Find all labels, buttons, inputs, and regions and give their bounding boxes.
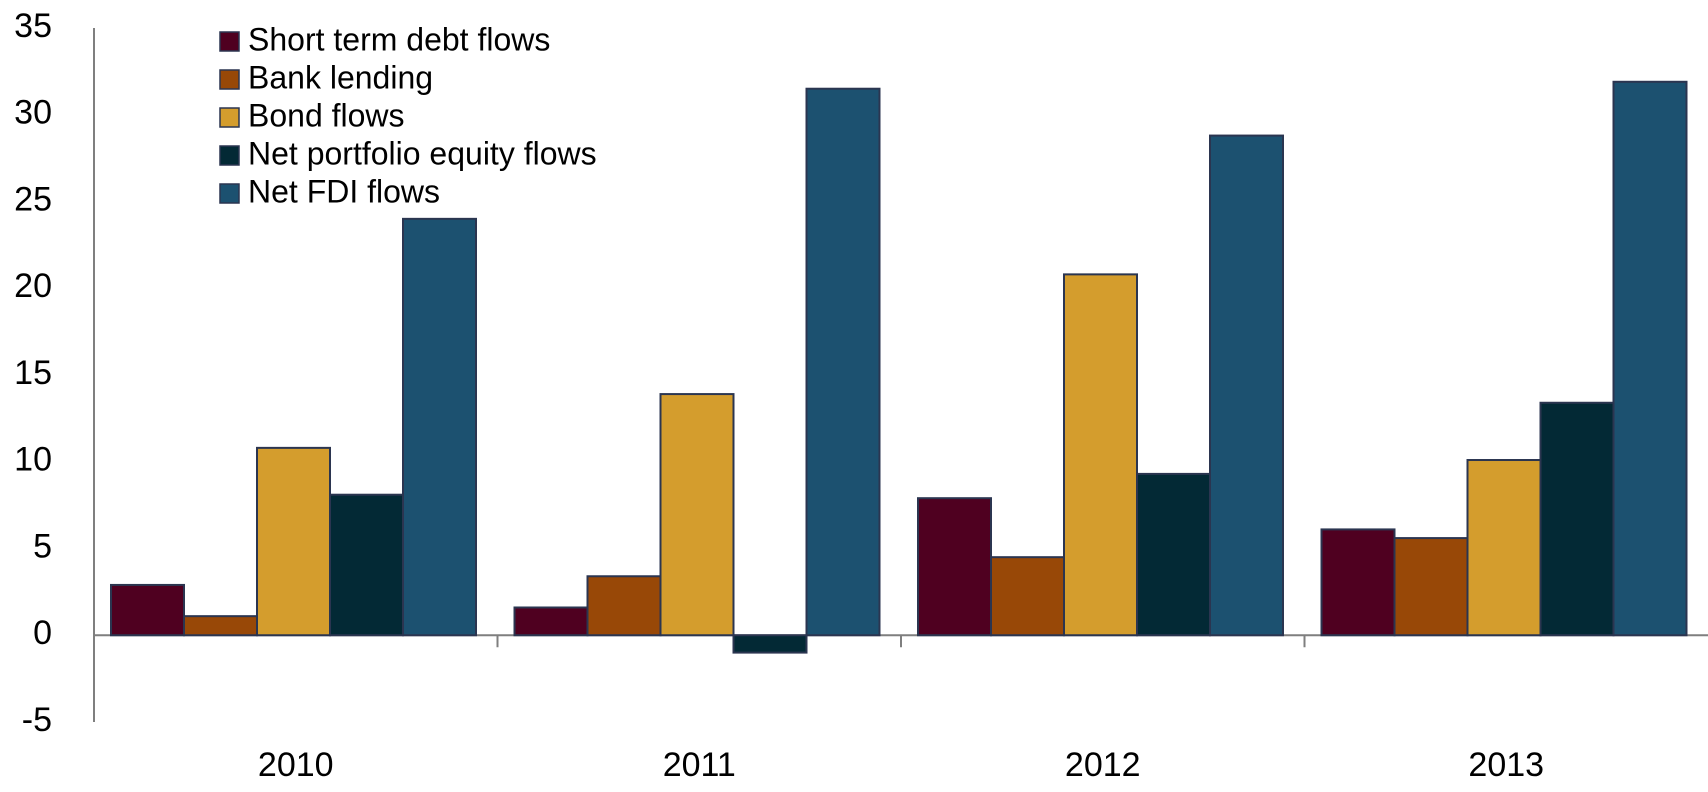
x-tick-label: 2010 (258, 746, 334, 784)
bar-net-portfolio-equity-flows-2010 (329, 493, 404, 637)
legend-label: Bond flows (248, 97, 405, 133)
legend-label: Net FDI flows (248, 173, 440, 209)
bar-net-fdi-flows-2011 (805, 87, 881, 637)
bar-short-term-debt-flows-2012 (917, 497, 992, 637)
x-tick-label: 2012 (1065, 746, 1141, 784)
legend-label: Net portfolio equity flows (248, 135, 597, 171)
y-tick-label: 35 (14, 7, 52, 45)
bar-short-term-debt-flows-2013 (1320, 528, 1396, 637)
bar-bond-flows-2011 (659, 393, 735, 637)
legend-swatch (219, 183, 240, 204)
bar-net-portfolio-equity-flows-2013 (1539, 401, 1615, 637)
y-tick-label: 25 (14, 180, 52, 218)
y-tick-label: 20 (14, 267, 52, 305)
bar-bond-flows-2013 (1466, 459, 1542, 637)
legend-label: Short term debt flows (248, 21, 550, 57)
x-axis-ticks (496, 635, 1306, 648)
legend-swatch (219, 145, 240, 166)
bar-short-term-debt-flows-2011 (513, 606, 589, 637)
bar-bond-flows-2012 (1063, 273, 1138, 637)
legend-label: Bank lending (248, 59, 433, 95)
y-tick-label: -5 (22, 701, 52, 739)
x-tick-label: 2013 (1468, 746, 1544, 784)
bar-bank-lending-2013 (1393, 537, 1469, 637)
legend-swatch (219, 69, 240, 90)
bar-bank-lending-2010 (183, 615, 258, 637)
bar-net-portfolio-equity-flows-2011 (732, 634, 808, 654)
y-tick-label: 15 (14, 354, 52, 392)
y-tick-label: 5 (33, 527, 52, 565)
y-tick-label: 30 (14, 94, 52, 132)
bars (110, 80, 1688, 654)
bar-bank-lending-2012 (990, 556, 1065, 637)
bar-net-fdi-flows-2012 (1209, 134, 1284, 637)
bar-net-portfolio-equity-flows-2012 (1136, 472, 1211, 637)
y-axis-ticks: 35 30 25 20 15 10 5 0 -5 (14, 7, 52, 739)
bar-bond-flows-2010 (256, 446, 331, 637)
bar-bank-lending-2011 (586, 575, 662, 637)
bar-net-fdi-flows-2013 (1612, 80, 1688, 637)
x-tick-label: 2011 (663, 746, 736, 784)
bar-short-term-debt-flows-2010 (110, 583, 185, 637)
legend-swatch (219, 31, 240, 52)
legend-swatch (219, 107, 240, 128)
x-axis-labels: 2010 2011 2012 2013 (258, 746, 1544, 784)
y-tick-label: 0 (33, 614, 52, 652)
bar-net-fdi-flows-2010 (402, 217, 477, 637)
y-tick-label: 10 (14, 441, 52, 479)
